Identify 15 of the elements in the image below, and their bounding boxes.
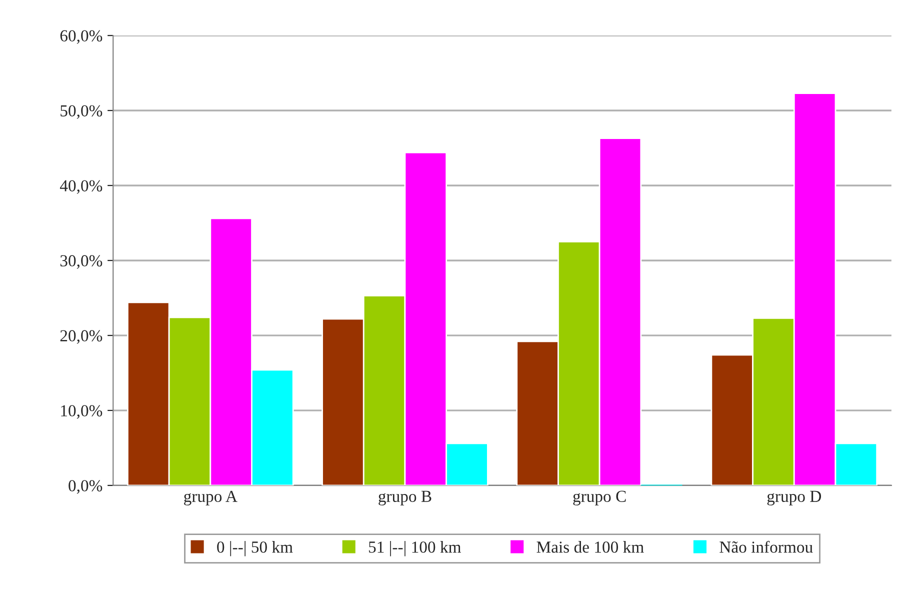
x-tick-label: grupo C (573, 490, 626, 506)
y-tick-label: 20,0% (60, 330, 102, 344)
y-tick-label: 60,0% (60, 30, 102, 44)
legend-label: 0 |--| 50 km (217, 541, 293, 556)
x-tick-label: grupo D (767, 490, 822, 506)
y-tick-label: 30,0% (60, 255, 102, 269)
y-tick-label: 50,0% (60, 105, 102, 119)
legend-label: Não informou (720, 540, 813, 553)
x-tick-label: grupo A (184, 490, 238, 506)
y-tick-label: 40,0% (60, 180, 102, 194)
y-tick-label: 10,0% (61, 405, 102, 419)
legend-label: 51 |--| 100 km (369, 541, 462, 556)
y-tick-label: 0,0% (68, 480, 102, 494)
x-tick-label: grupo B (378, 490, 432, 506)
legend-label: Mais de 100 km (536, 541, 644, 553)
